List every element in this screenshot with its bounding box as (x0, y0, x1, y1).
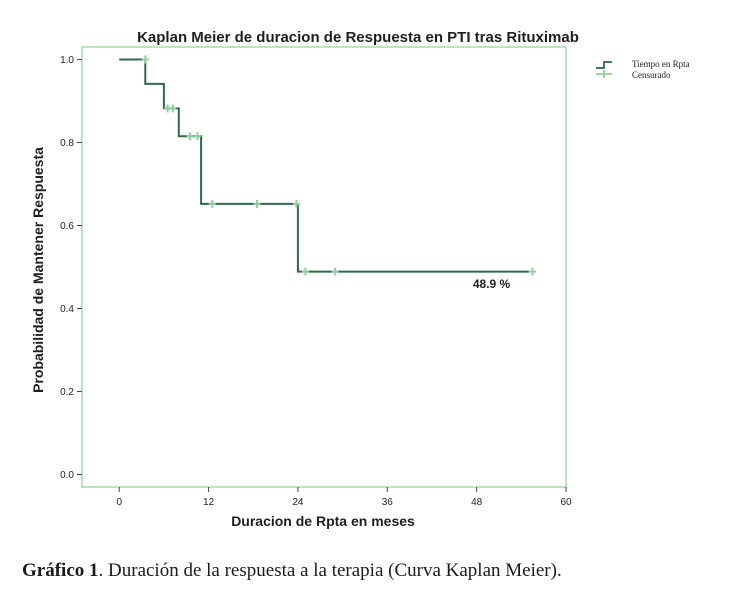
censor-markers (141, 55, 536, 276)
y-axis-ticks: 0.0 0.2 0.4 0.6 0.8 1.0 (60, 55, 82, 481)
censor-mark (301, 267, 309, 276)
y-tick-label: 0.8 (60, 138, 74, 149)
legend-item-tiempo-en-rpta: Tiempo en Rpta (596, 59, 690, 69)
chart-title: Kaplan Meier de duracion de Respuesta en… (137, 29, 579, 46)
x-tick-label: 60 (560, 497, 572, 508)
legend-label-censurado: Censurado (632, 70, 671, 80)
x-tick-label: 48 (471, 497, 483, 508)
x-tick-label: 24 (292, 497, 304, 508)
censor-mark (528, 267, 536, 276)
y-tick-label: 0.6 (60, 221, 74, 232)
x-tick-label: 36 (382, 497, 394, 508)
censor-mark (186, 132, 194, 141)
legend-label-tiempo-en-rpta: Tiempo en Rpta (632, 59, 690, 69)
censor-mark (292, 199, 300, 208)
censor-mark (208, 199, 216, 208)
x-tick-label: 12 (203, 497, 215, 508)
legend-step-line-icon (596, 61, 612, 69)
censor-mark (253, 199, 261, 208)
y-tick-label: 1.0 (60, 55, 74, 66)
legend: Tiempo en Rpta Censurado (596, 59, 690, 80)
y-tick-label: 0.2 (60, 387, 74, 398)
censor-mark (141, 55, 149, 64)
x-axis-ticks: 0 12 24 36 48 60 (116, 487, 572, 508)
censor-mark (331, 267, 339, 276)
y-tick-label: 0.4 (60, 304, 74, 315)
plot-frame (81, 46, 567, 488)
caption-text: . Duración de la respuesta a la terapia … (98, 560, 562, 581)
x-tick-label: 0 (116, 497, 122, 508)
censor-mark (169, 104, 177, 113)
censor-mark (193, 132, 201, 141)
legend-item-censurado: Censurado (596, 70, 671, 80)
figure-caption: Gráfico 1. Duración de la respuesta a la… (22, 560, 562, 582)
caption-figure-number: Gráfico 1 (22, 560, 99, 581)
annotation-final-probability: 48.9 % (473, 277, 511, 291)
km-step-line (119, 58, 529, 273)
x-axis-label: Duracion de Rpta en meses (231, 513, 415, 529)
kaplan-meier-chart: Kaplan Meier de duracion de Respuesta en… (30, 29, 690, 529)
y-tick-label: 0.0 (60, 470, 74, 481)
y-axis-label: Probabilidad de Mantener Respuesta (30, 147, 46, 393)
